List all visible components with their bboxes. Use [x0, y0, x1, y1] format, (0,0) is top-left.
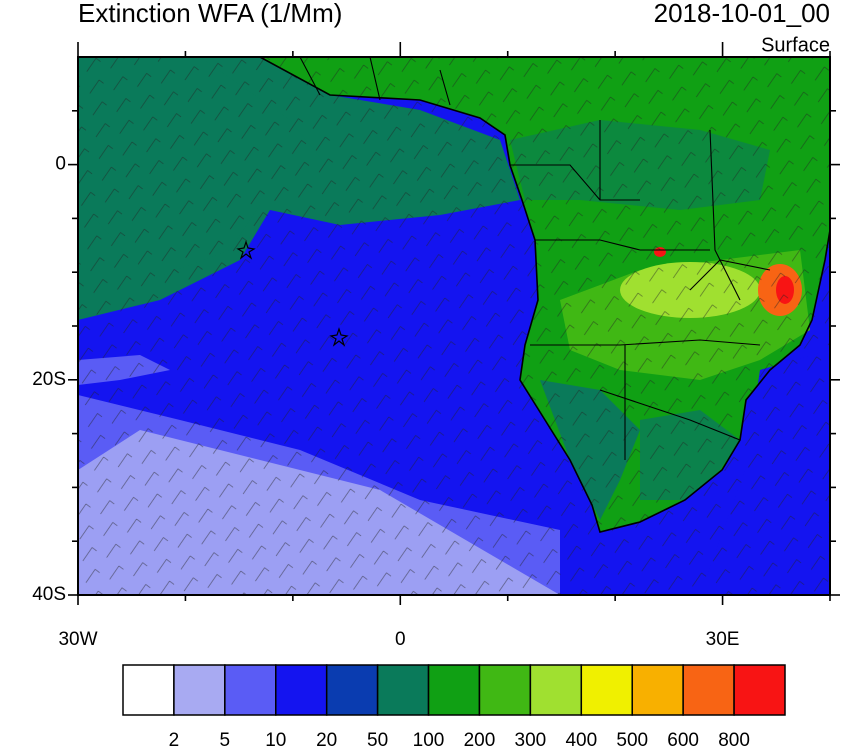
- color-box: [376, 664, 430, 716]
- color-box: [122, 664, 175, 716]
- borders: [299, 57, 771, 460]
- star: [329, 327, 349, 347]
- colorbar: 2 5 10 20 50 100 200 300 400 500 600 800: [122, 664, 786, 750]
- color-box: [529, 664, 583, 716]
- level-label: 500: [616, 730, 648, 750]
- color-box: [173, 664, 226, 716]
- color-box: [325, 664, 379, 716]
- level-label: 2: [169, 730, 180, 750]
- lat-label: 40S: [32, 584, 66, 605]
- level-label: 50: [367, 730, 388, 750]
- color-box: [580, 664, 633, 716]
- level-label: 100: [413, 730, 445, 750]
- level-label: 200: [464, 730, 496, 750]
- ticks: 0 20S 40S 30W 0 30E: [32, 42, 840, 650]
- color-box: [224, 664, 277, 716]
- title: Extinction WFA (1/Mm): [78, 0, 342, 28]
- level: Surface: [761, 34, 830, 56]
- level-label: 600: [667, 730, 699, 750]
- lat-label: 20S: [32, 369, 66, 390]
- star: [236, 240, 256, 260]
- wind-barbs: [78, 57, 830, 595]
- lon-label: 0: [395, 629, 406, 650]
- level-label: 400: [565, 730, 597, 750]
- level-label: 300: [515, 730, 547, 750]
- date: 2018-10-01_00: [654, 0, 830, 28]
- color-box: [478, 664, 532, 716]
- lon-label: 30W: [58, 629, 97, 650]
- map: [78, 57, 830, 595]
- level-label: 10: [265, 730, 286, 750]
- lon-label: 30E: [706, 629, 740, 650]
- coastline: [259, 57, 830, 533]
- color-box: [682, 664, 735, 716]
- level-label: 5: [220, 730, 231, 750]
- color-box: [275, 664, 328, 716]
- color-box: [631, 664, 684, 716]
- lat-label: 0: [55, 154, 66, 175]
- color-box: [427, 664, 481, 716]
- color-box: [733, 664, 786, 716]
- level-label: 800: [718, 730, 750, 750]
- level-label: 20: [316, 730, 337, 750]
